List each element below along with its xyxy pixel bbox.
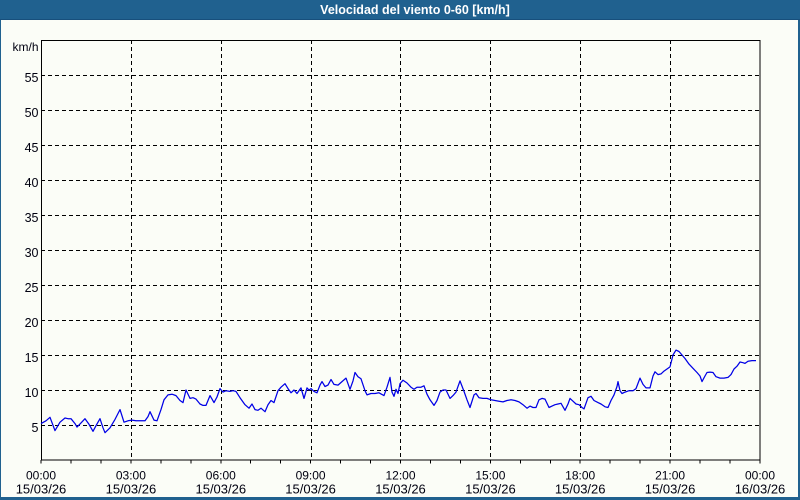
svg-text:15/03/26: 15/03/26 — [645, 482, 696, 497]
svg-text:35: 35 — [25, 211, 39, 225]
svg-text:25: 25 — [25, 281, 39, 295]
svg-text:09:00: 09:00 — [296, 469, 326, 483]
svg-text:50: 50 — [25, 106, 39, 120]
svg-text:06:00: 06:00 — [206, 469, 236, 483]
svg-text:20: 20 — [25, 316, 39, 330]
svg-text:15/03/26: 15/03/26 — [16, 482, 67, 497]
svg-text:15/03/26: 15/03/26 — [195, 482, 246, 497]
svg-text:00:00: 00:00 — [745, 469, 775, 483]
svg-text:55: 55 — [25, 71, 39, 85]
svg-text:15: 15 — [25, 351, 39, 365]
svg-text:15/03/26: 15/03/26 — [285, 482, 336, 497]
svg-text:30: 30 — [25, 246, 39, 260]
svg-text:km/h: km/h — [13, 40, 39, 54]
svg-text:Velocidad del viento 0-60 [km/: Velocidad del viento 0-60 [km/h] — [320, 3, 510, 17]
svg-text:15/03/26: 15/03/26 — [106, 482, 157, 497]
svg-text:03:00: 03:00 — [116, 469, 146, 483]
svg-text:5: 5 — [32, 421, 39, 435]
svg-text:45: 45 — [25, 141, 39, 155]
svg-text:00:00: 00:00 — [26, 469, 56, 483]
svg-text:12:00: 12:00 — [385, 469, 415, 483]
svg-text:15/03/26: 15/03/26 — [555, 482, 606, 497]
svg-text:15/03/26: 15/03/26 — [465, 482, 516, 497]
svg-text:10: 10 — [25, 386, 39, 400]
svg-text:15:00: 15:00 — [475, 469, 505, 483]
svg-text:16/03/26: 16/03/26 — [735, 482, 786, 497]
svg-text:40: 40 — [25, 176, 39, 190]
svg-text:21:00: 21:00 — [655, 469, 685, 483]
svg-text:15/03/26: 15/03/26 — [375, 482, 426, 497]
svg-text:18:00: 18:00 — [565, 469, 595, 483]
